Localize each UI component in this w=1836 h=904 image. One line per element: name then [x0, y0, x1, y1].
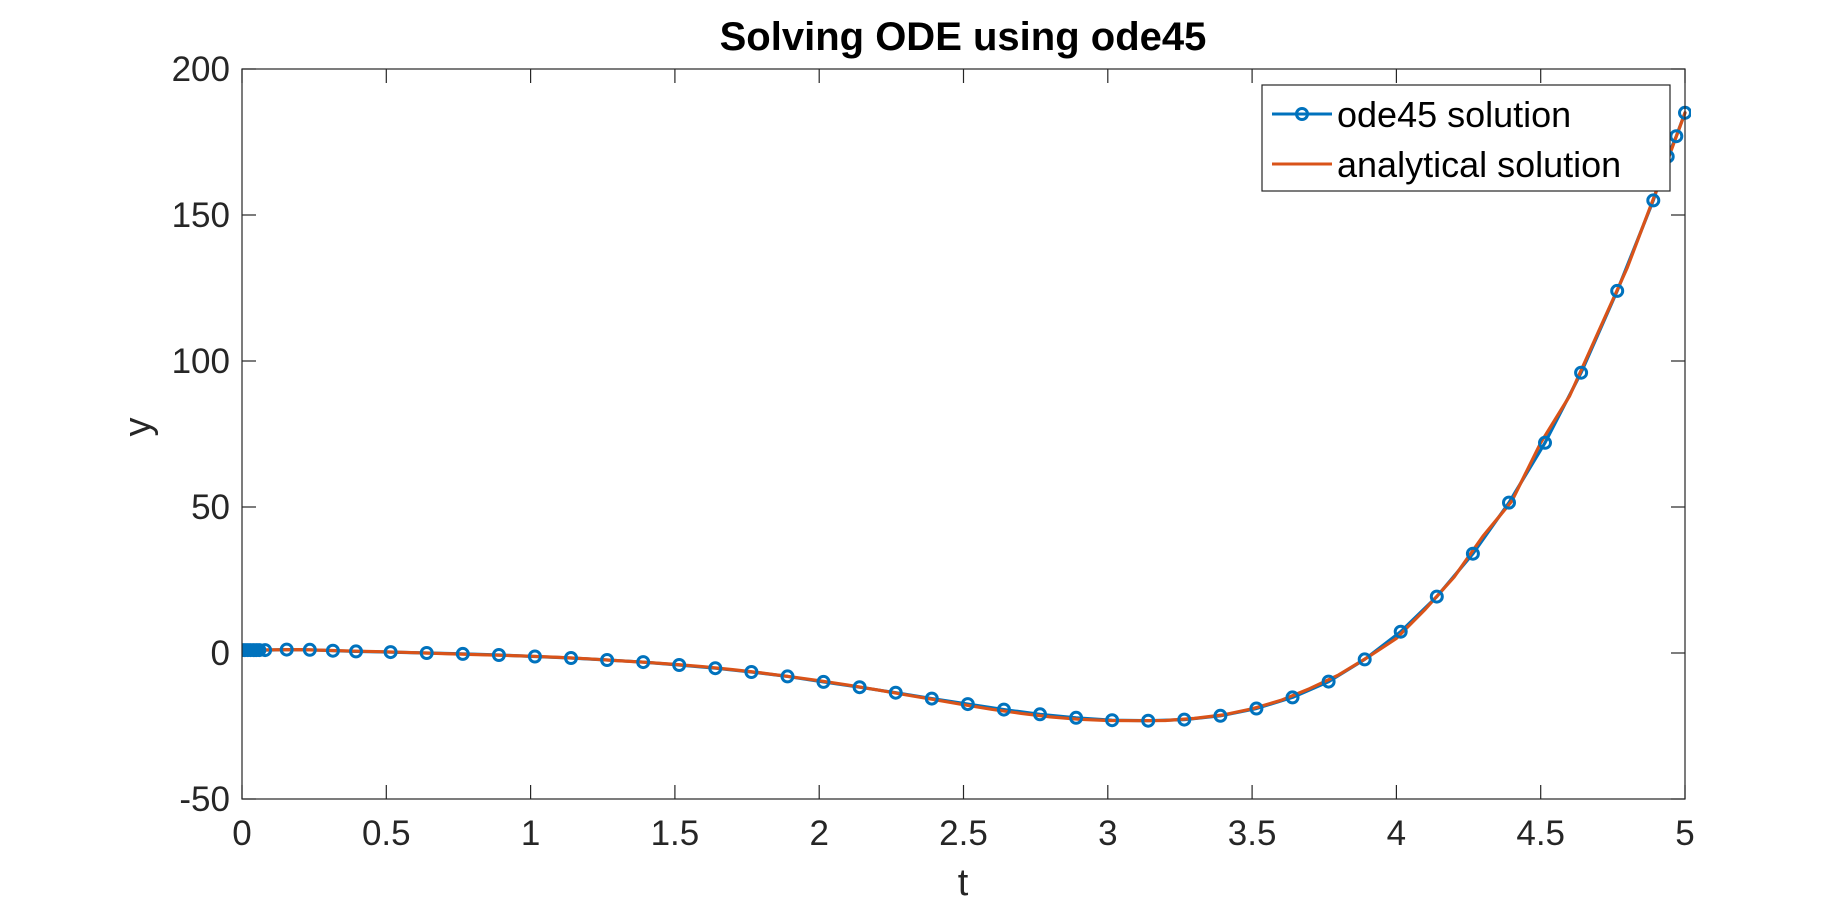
x-tick-label: 4.5	[1516, 814, 1565, 853]
x-tick-label: 3.5	[1228, 814, 1277, 853]
data-point	[924, 691, 939, 706]
data-point	[816, 674, 831, 689]
data-point	[744, 665, 759, 679]
data-point	[1213, 708, 1228, 723]
y-tick-label: -50	[179, 780, 230, 819]
y-tick-label: 0	[211, 634, 230, 673]
data-point	[1465, 546, 1480, 561]
data-point	[383, 645, 398, 660]
legend-box	[1261, 84, 1671, 192]
y-tick-label: 150	[172, 196, 230, 235]
data-point	[564, 651, 578, 665]
y-tick-label: 100	[172, 342, 230, 381]
data-point	[1502, 495, 1516, 510]
data-point	[302, 642, 317, 657]
data-point	[325, 643, 340, 658]
data-point	[1141, 713, 1156, 728]
data-point	[1285, 690, 1300, 705]
x-tick-label: 2.5	[939, 814, 988, 853]
data-point	[1177, 712, 1192, 727]
data-point	[258, 643, 273, 658]
data-point	[1069, 710, 1084, 725]
data-point	[279, 642, 294, 657]
legend: ode45 solution analytical solution	[1261, 84, 1671, 192]
x-tick-label: 1.5	[651, 814, 700, 853]
data-point	[1321, 674, 1336, 689]
data-point	[636, 655, 651, 670]
plot-box	[241, 68, 1686, 800]
data-point	[708, 661, 723, 676]
data-point	[780, 669, 795, 684]
data-point	[672, 658, 687, 672]
data-point	[1669, 129, 1684, 144]
legend-label-ode45: ode45 solution	[1337, 94, 1571, 135]
data-point	[1105, 713, 1120, 728]
data-point	[996, 702, 1011, 717]
chart-title: Solving ODE using ode45	[720, 15, 1207, 59]
y-tick-label: 200	[172, 50, 230, 89]
data-point	[1393, 624, 1408, 639]
x-tick-label: 0	[232, 814, 251, 853]
data-point	[455, 646, 470, 661]
data-point	[888, 685, 903, 700]
y-tick-label: 50	[191, 488, 230, 527]
x-tick-label: 3	[1098, 814, 1117, 853]
x-tick-label: 1	[521, 814, 540, 853]
data-point	[419, 646, 434, 660]
data-point	[1574, 365, 1589, 380]
data-point	[527, 649, 542, 664]
data-point	[960, 697, 975, 712]
data-point	[1429, 589, 1444, 604]
legend-marker-ode45	[1295, 107, 1309, 121]
data-point	[491, 648, 506, 662]
data-point	[1249, 701, 1264, 716]
x-tick-label: 5	[1675, 814, 1694, 853]
data-point	[252, 643, 267, 658]
data-point	[349, 644, 363, 659]
legend-label-analytical: analytical solution	[1337, 144, 1621, 185]
plot-area	[242, 105, 1691, 728]
data-point	[600, 653, 615, 667]
x-tick-label: 0.5	[362, 814, 411, 853]
data-point	[1646, 193, 1661, 208]
y-axis-label: y	[117, 418, 159, 437]
data-point	[1357, 652, 1372, 667]
data-point	[1538, 435, 1552, 450]
x-tick-label: 2	[809, 814, 828, 853]
data-point	[1033, 707, 1047, 722]
x-tick-label: 4	[1387, 814, 1406, 853]
data-point	[852, 680, 867, 695]
series-group	[242, 105, 1691, 728]
x-axis-label: t	[958, 862, 969, 904]
data-point	[1610, 283, 1625, 298]
